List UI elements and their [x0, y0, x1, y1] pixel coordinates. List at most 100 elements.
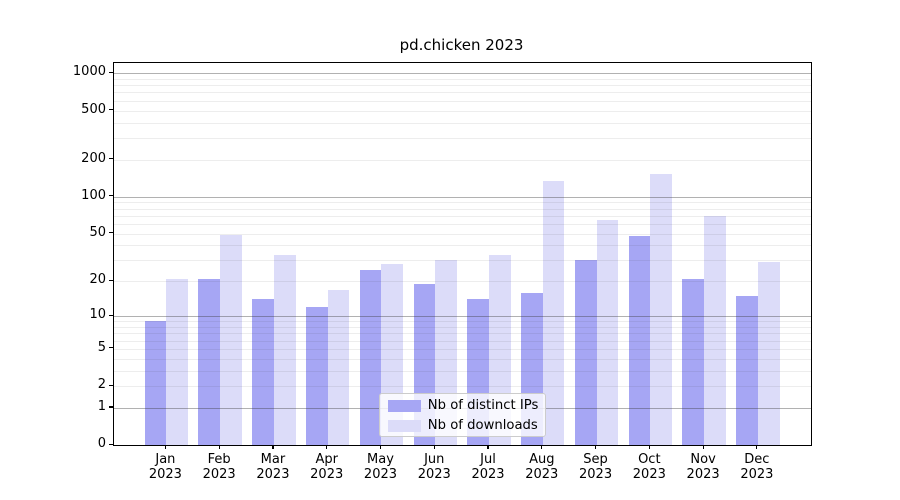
y-tick [109, 347, 114, 349]
y-tick [109, 314, 114, 316]
grid-layer [114, 63, 812, 446]
bar-distinct-ips [736, 295, 758, 446]
x-tick [756, 445, 758, 450]
x-tick [326, 445, 328, 450]
x-tick-label: Feb 2023 [202, 452, 236, 482]
bar-distinct-ips [198, 278, 221, 446]
legend-row: Nb of distinct IPs [380, 396, 545, 416]
x-tick-label: Jul 2023 [471, 452, 505, 482]
minor-gridline [114, 358, 812, 360]
x-tick [433, 445, 435, 450]
y-tick [109, 279, 114, 281]
y-tick [109, 158, 114, 160]
bar-distinct-ips [682, 278, 705, 446]
x-tick [164, 445, 166, 450]
bar-distinct-ips [574, 260, 597, 446]
x-tick-label: Apr 2023 [310, 452, 344, 482]
legend: Nb of distinct IPs Nb of downloads [378, 392, 546, 437]
minor-gridline [114, 92, 812, 94]
x-tick-label: Dec 2023 [740, 452, 774, 482]
legend-row: Nb of downloads [380, 416, 545, 436]
bar-downloads [757, 262, 780, 446]
x-tick-label: Aug 2023 [525, 452, 559, 482]
y-tick-label: 50 [89, 224, 106, 240]
bar-downloads [596, 219, 619, 446]
bar-downloads [273, 255, 296, 446]
x-tick-label: Jan 2023 [148, 452, 182, 482]
y-tick-label: 500 [81, 101, 106, 117]
minor-gridline [114, 202, 812, 204]
minor-gridline [114, 348, 812, 350]
y-tick-label: 5 [97, 339, 106, 355]
major-gridline [114, 196, 812, 198]
y-tick [109, 71, 114, 73]
minor-gridline [114, 110, 812, 112]
x-tick [594, 445, 597, 450]
bar-downloads [704, 215, 726, 446]
major-gridline [114, 316, 812, 318]
bar-distinct-ips [306, 307, 328, 446]
minor-gridline [114, 122, 812, 124]
minor-gridline [114, 100, 812, 102]
legend-label: Nb of downloads [427, 418, 538, 433]
x-tick [648, 445, 650, 450]
bar-downloads [542, 181, 565, 446]
x-tick [218, 445, 220, 450]
minor-gridline [114, 340, 812, 342]
x-tick [702, 445, 704, 450]
y-tick-label: 0 [97, 436, 106, 452]
minor-gridline [114, 326, 812, 328]
minor-gridline [114, 78, 812, 80]
legend-swatch [387, 420, 421, 432]
minor-gridline [114, 321, 812, 323]
y-tick-label: 200 [81, 150, 106, 166]
bar-downloads [650, 174, 672, 446]
x-tick-label: Mar 2023 [256, 452, 290, 482]
plot-area: Nb of distinct IPs Nb of downloads [113, 61, 813, 447]
y-tick [109, 406, 114, 408]
minor-gridline [114, 137, 812, 139]
minor-gridline [114, 370, 812, 372]
x-tick [379, 445, 382, 450]
minor-gridline [114, 386, 812, 388]
minor-gridline [114, 245, 812, 247]
bar-distinct-ips [628, 235, 651, 446]
y-tick-label: 2 [97, 377, 106, 393]
y-tick-label: 1000 [72, 64, 106, 80]
y-tick [109, 443, 114, 445]
bar-distinct-ips [359, 269, 382, 446]
minor-gridline [114, 215, 812, 217]
x-tick [487, 445, 489, 450]
y-tick [109, 231, 114, 234]
bar-downloads [327, 289, 350, 446]
x-tick [541, 445, 543, 450]
minor-gridline [114, 85, 812, 87]
chart-title: pd.chicken 2023 [399, 36, 524, 54]
bar-downloads [220, 234, 242, 446]
y-tick [109, 195, 114, 197]
minor-gridline [114, 281, 812, 283]
x-tick-label: Jun 2023 [417, 452, 451, 482]
legend-label: Nb of distinct IPs [427, 397, 539, 413]
y-tick-label: 100 [81, 187, 106, 203]
y-tick-label: 20 [89, 272, 106, 288]
minor-gridline [114, 333, 812, 335]
legend-swatch [387, 399, 421, 412]
minor-gridline [114, 260, 812, 262]
y-tick-label: 1 [97, 398, 106, 414]
bar-downloads [166, 278, 189, 446]
x-tick-label: Sep 2023 [579, 452, 613, 482]
minor-gridline [114, 208, 812, 210]
x-tick-label: May 2023 [363, 452, 398, 482]
x-tick-label: Oct 2023 [632, 452, 666, 482]
bar-distinct-ips [252, 299, 274, 446]
y-tick-label: 10 [89, 307, 106, 323]
minor-gridline [114, 223, 812, 225]
minor-gridline [114, 233, 812, 235]
y-tick [109, 108, 114, 111]
y-tick [109, 384, 114, 386]
major-gridline [114, 73, 812, 75]
x-tick [272, 445, 274, 450]
minor-gridline [114, 159, 812, 161]
